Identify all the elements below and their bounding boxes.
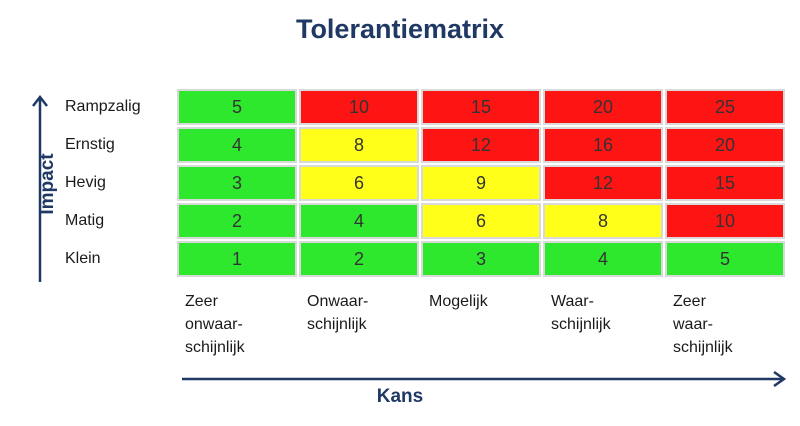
matrix-cell: 4 xyxy=(543,241,663,277)
matrix-cell: 2 xyxy=(299,241,419,277)
column-label: Onwaar-schijnlijk xyxy=(307,290,425,336)
matrix-cell: 3 xyxy=(177,165,297,201)
column-label-line: onwaar- xyxy=(185,316,243,333)
column-label-line: Zeer xyxy=(185,293,218,310)
matrix-cell: 20 xyxy=(543,89,663,125)
matrix-cell: 12 xyxy=(543,165,663,201)
matrix-cell: 6 xyxy=(299,165,419,201)
matrix-cell: 25 xyxy=(665,89,785,125)
x-axis-label: Kans xyxy=(376,386,424,407)
matrix-cell: 8 xyxy=(299,127,419,163)
row-label: Matig xyxy=(65,212,105,229)
column-label: Zeer onwaar-schijnlijk xyxy=(185,290,303,359)
row-label: Rampzalig xyxy=(65,98,141,115)
column-label-line: waar- xyxy=(673,316,714,333)
matrix-cell: 9 xyxy=(421,165,541,201)
column-label: Mogelijk xyxy=(429,290,547,313)
matrix-cell: 4 xyxy=(177,127,297,163)
column-label-line: Mogelijk xyxy=(429,293,488,310)
column-label-line: schijnlijk xyxy=(307,316,367,333)
matrix-cell: 16 xyxy=(543,127,663,163)
matrix-cell: 1 xyxy=(177,241,297,277)
row-label: Hevig xyxy=(65,174,106,191)
matrix-cell: 6 xyxy=(421,203,541,239)
matrix-cell: 8 xyxy=(543,203,663,239)
column-label-line: Onwaar- xyxy=(307,293,369,310)
matrix-cell: 5 xyxy=(177,89,297,125)
matrix-cell: 10 xyxy=(665,203,785,239)
column-label: Zeer waar-schijnlijk xyxy=(673,290,791,359)
matrix-cell: 2 xyxy=(177,203,297,239)
matrix-cell: 10 xyxy=(299,89,419,125)
column-label-line: schijnlijk xyxy=(551,316,611,333)
column-label: Waar-schijnlijk xyxy=(551,290,669,336)
page-title: Tolerantiematrix xyxy=(295,14,505,44)
matrix-cell: 4 xyxy=(299,203,419,239)
up-arrow-icon xyxy=(32,94,48,282)
column-label-line: Zeer xyxy=(673,293,706,310)
row-label: Klein xyxy=(65,250,101,267)
column-label-line: schijnlijk xyxy=(185,339,245,356)
column-label-line: Waar- xyxy=(551,293,594,310)
matrix-cell: 12 xyxy=(421,127,541,163)
column-label-line: schijnlijk xyxy=(673,339,733,356)
row-label: Ernstig xyxy=(65,136,115,153)
matrix-cell: 15 xyxy=(421,89,541,125)
matrix-cell: 3 xyxy=(421,241,541,277)
matrix-cell: 5 xyxy=(665,241,785,277)
matrix-cell: 15 xyxy=(665,165,785,201)
right-arrow-icon xyxy=(182,371,787,387)
matrix-cell: 20 xyxy=(665,127,785,163)
